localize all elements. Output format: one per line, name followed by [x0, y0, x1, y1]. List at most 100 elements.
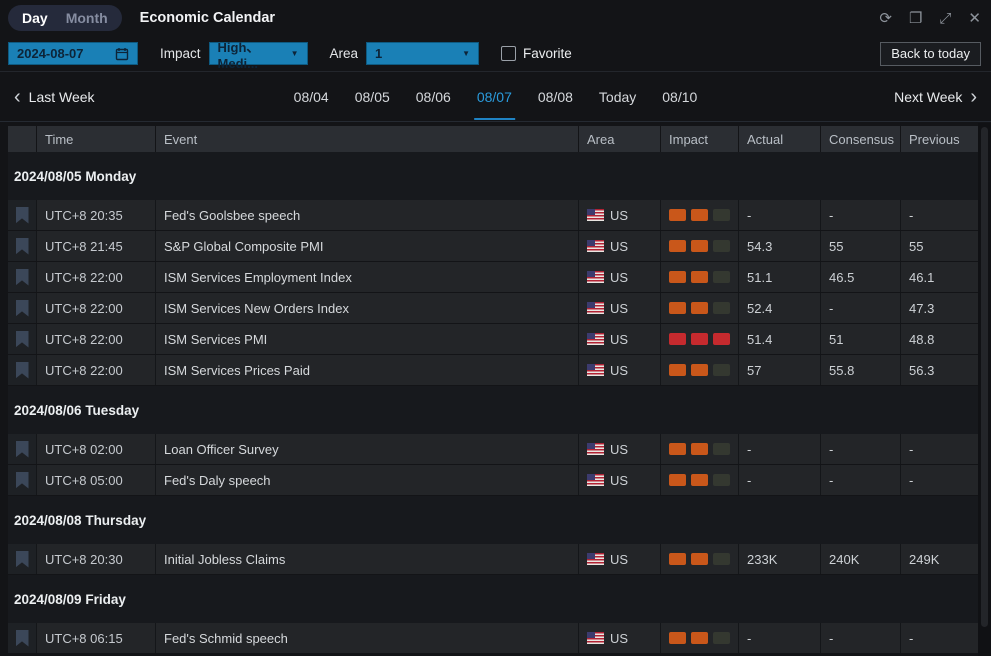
impact-cell: [660, 623, 738, 653]
chevron-left-icon: ‹: [14, 87, 21, 107]
bookmark-icon[interactable]: [16, 238, 29, 255]
previous-value: -: [900, 434, 978, 464]
impact-bar: [669, 271, 686, 283]
bookmark-icon[interactable]: [16, 472, 29, 489]
day-tab[interactable]: Today: [586, 74, 649, 120]
bookmark-cell: [8, 434, 36, 464]
actual-value: 57: [738, 355, 820, 385]
title-bar: Day Month Economic Calendar ⟳ ❐ ⤢ ✕: [0, 0, 991, 36]
impact-bars: [669, 333, 730, 345]
impact-bar: [713, 209, 730, 221]
impact-bar: [669, 302, 686, 314]
bookmark-cell: [8, 623, 36, 653]
header-cell: Time: [36, 126, 155, 152]
restore-window-icon[interactable]: ❐: [909, 11, 922, 26]
area-dropdown[interactable]: 1 ▼: [366, 42, 479, 65]
impact-bar: [713, 240, 730, 252]
favorite-filter: Favorite: [501, 46, 572, 61]
bookmark-icon[interactable]: [16, 300, 29, 317]
event-row[interactable]: UTC+8 22:00ISM Services Employment Index…: [8, 262, 978, 292]
day-tab[interactable]: 08/10: [649, 74, 710, 120]
event-time: UTC+8 21:45: [36, 231, 155, 261]
calendar-icon: [115, 47, 129, 61]
event-row[interactable]: UTC+8 22:00ISM Services Prices PaidUS575…: [8, 355, 978, 385]
day-tab[interactable]: 08/07: [464, 74, 525, 120]
event-name: Fed's Daly speech: [155, 465, 578, 495]
event-name: ISM Services New Orders Index: [155, 293, 578, 323]
impact-bar: [691, 240, 708, 252]
event-row[interactable]: UTC+8 22:00ISM Services New Orders Index…: [8, 293, 978, 323]
day-tab[interactable]: 08/06: [403, 74, 464, 120]
last-week-button[interactable]: ‹ Last Week: [14, 87, 95, 107]
bookmark-icon[interactable]: [16, 630, 29, 647]
bookmark-icon[interactable]: [16, 551, 29, 568]
area-cell: US: [578, 262, 660, 292]
impact-bar: [691, 302, 708, 314]
event-row[interactable]: UTC+8 05:00Fed's Daly speechUS---: [8, 465, 978, 495]
area-cell: US: [578, 231, 660, 261]
day-tab[interactable]: 08/05: [342, 74, 403, 120]
impact-bars: [669, 240, 730, 252]
us-flag-icon: [587, 209, 604, 221]
impact-dropdown[interactable]: High、Medi... ▼: [209, 42, 308, 65]
event-row[interactable]: UTC+8 06:15Fed's Schmid speechUS---: [8, 623, 978, 653]
area-label: US: [610, 208, 628, 223]
favorite-checkbox[interactable]: [501, 46, 516, 61]
event-row[interactable]: UTC+8 02:00Loan Officer SurveyUS---: [8, 434, 978, 464]
day-tab[interactable]: 08/08: [525, 74, 586, 120]
event-time: UTC+8 22:00: [36, 324, 155, 354]
area-label: US: [610, 363, 628, 378]
event-row[interactable]: UTC+8 21:45S&P Global Composite PMIUS54.…: [8, 231, 978, 261]
area-label: US: [610, 301, 628, 316]
previous-value: -: [900, 465, 978, 495]
area-cell: US: [578, 623, 660, 653]
area-cell: US: [578, 293, 660, 323]
tab-month[interactable]: Month: [66, 10, 108, 26]
area-label: US: [610, 473, 628, 488]
event-row[interactable]: UTC+8 22:00ISM Services PMIUS51.45148.8: [8, 324, 978, 354]
area-cell: US: [578, 434, 660, 464]
impact-bar: [669, 209, 686, 221]
consensus-value: -: [820, 465, 900, 495]
scrollbar-thumb[interactable]: [981, 127, 988, 627]
area-dropdown-value: 1: [375, 46, 382, 61]
bookmark-cell: [8, 544, 36, 574]
bookmark-icon[interactable]: [16, 331, 29, 348]
us-flag-icon: [587, 364, 604, 376]
event-row[interactable]: UTC+8 20:30Initial Jobless ClaimsUS233K2…: [8, 544, 978, 574]
bookmark-icon[interactable]: [16, 441, 29, 458]
consensus-value: 55: [820, 231, 900, 261]
back-to-today-button[interactable]: Back to today: [880, 42, 981, 66]
impact-bars: [669, 302, 730, 314]
us-flag-icon: [587, 302, 604, 314]
bookmark-icon[interactable]: [16, 362, 29, 379]
date-picker[interactable]: 2024-08-07: [8, 42, 138, 65]
impact-cell: [660, 355, 738, 385]
us-flag-icon: [587, 553, 604, 565]
area-cell: US: [578, 355, 660, 385]
area-label: US: [610, 270, 628, 285]
refresh-icon[interactable]: ⟳: [879, 11, 892, 26]
impact-cell: [660, 200, 738, 230]
area-cell: US: [578, 544, 660, 574]
close-icon[interactable]: ✕: [968, 11, 981, 26]
us-flag-icon: [587, 333, 604, 345]
header-cell: Impact: [660, 126, 738, 152]
bookmark-cell: [8, 355, 36, 385]
date-group-header: 2024/08/06 Tuesday: [8, 386, 978, 434]
event-row[interactable]: UTC+8 20:35Fed's Goolsbee speechUS---: [8, 200, 978, 230]
group-date-label: 2024/08/08 Thursday: [14, 513, 146, 528]
filter-bar: 2024-08-07 Impact High、Medi... ▼ Area 1 …: [0, 36, 991, 72]
bookmark-cell: [8, 200, 36, 230]
previous-value: 249K: [900, 544, 978, 574]
next-week-button[interactable]: Next Week ›: [894, 87, 977, 107]
day-tab[interactable]: 08/04: [281, 74, 342, 120]
area-cell: US: [578, 324, 660, 354]
impact-cell: [660, 262, 738, 292]
vertical-scrollbar[interactable]: [978, 123, 991, 656]
bookmark-icon[interactable]: [16, 207, 29, 224]
expand-icon[interactable]: ⤢: [939, 11, 951, 26]
bookmark-icon[interactable]: [16, 269, 29, 286]
tab-day[interactable]: Day: [22, 10, 48, 26]
consensus-value: 240K: [820, 544, 900, 574]
